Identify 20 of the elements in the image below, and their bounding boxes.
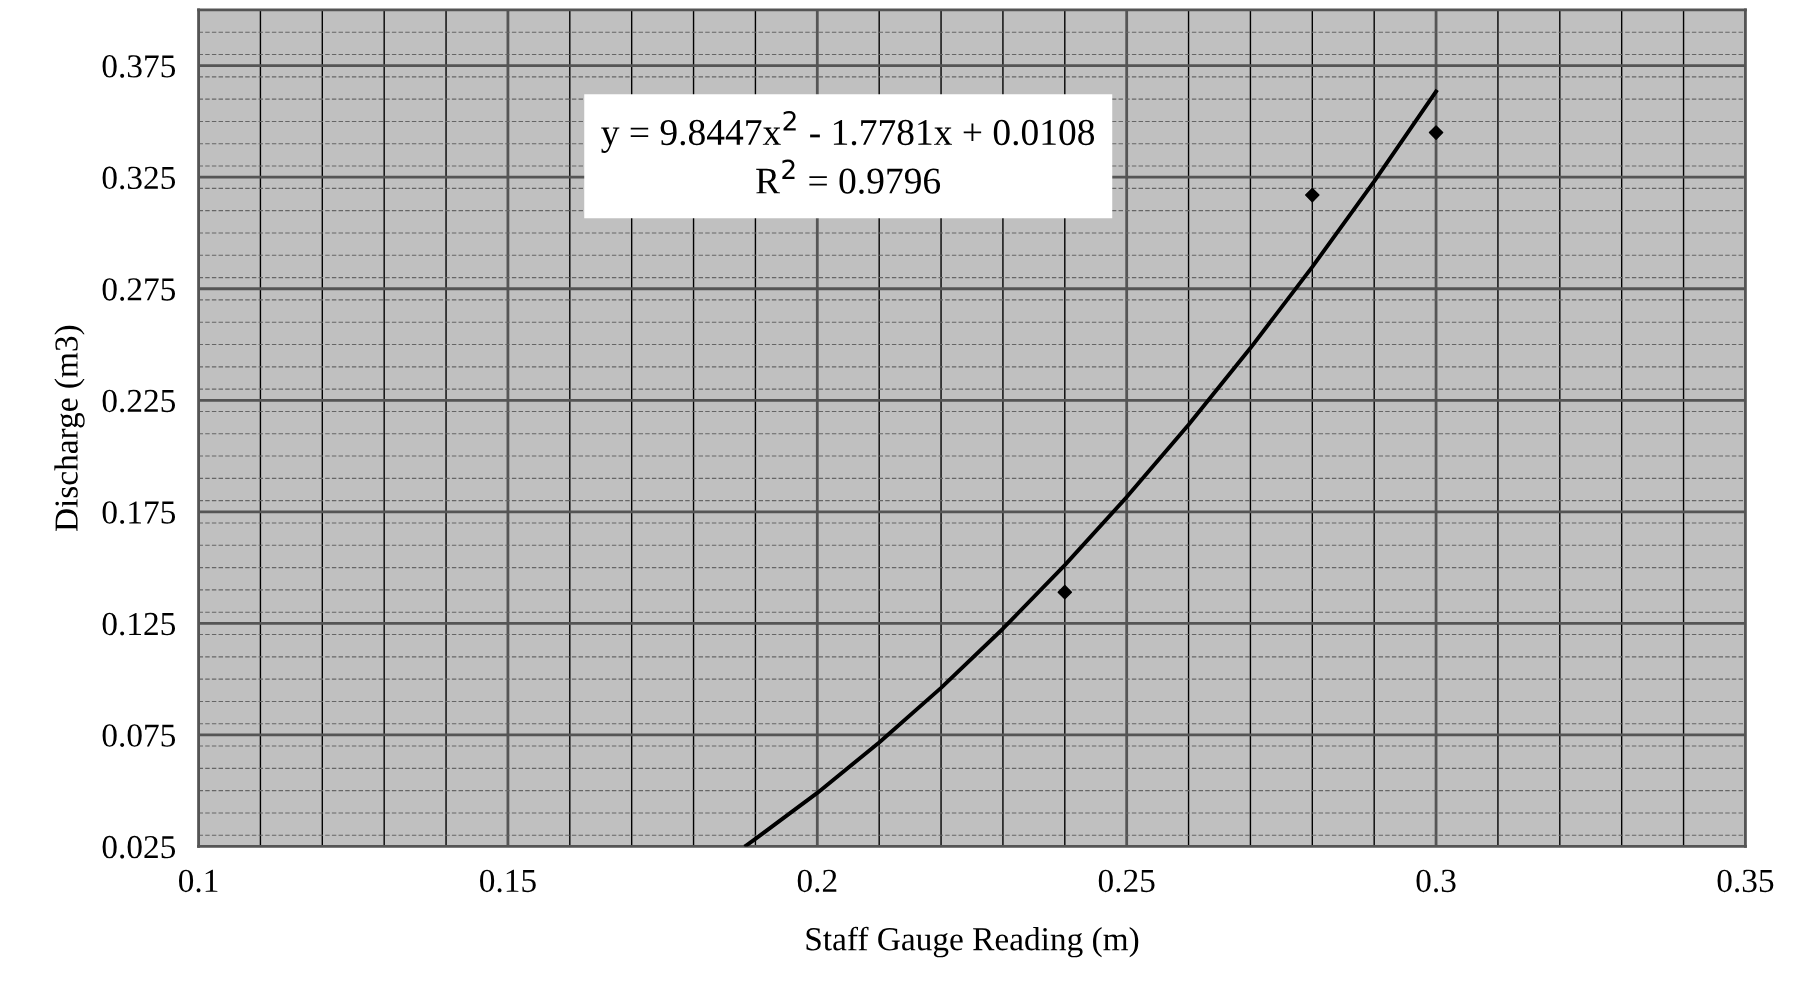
point xyxy=(1428,125,1444,140)
y-tick-label: 0.075 xyxy=(102,724,176,747)
x-tick-label: 0.3 xyxy=(1416,869,1456,893)
y-tick-label: 0.225 xyxy=(102,389,176,413)
y-tick-label: 0.125 xyxy=(102,612,176,636)
y-tick-label: 0.025 xyxy=(102,835,176,859)
y-tick-label: 0.175 xyxy=(102,501,176,524)
x-tick-label: 0.1 xyxy=(178,869,218,893)
x-axis-title: Staff Gauge Reading (m) xyxy=(806,926,1139,958)
x-tick-label: 0.15 xyxy=(480,869,536,893)
point xyxy=(1057,584,1073,600)
annotation: y = 9.8447x$^{2}$ - 1.7781x + 0.0108 R$^{2}$ = 0.9796 xyxy=(601,110,1095,194)
x-tick-label: 0.2 xyxy=(797,869,837,893)
y-axis-title: Discharge (m3) xyxy=(54,325,85,532)
y-tick-label: 0.325 xyxy=(102,166,176,190)
x-tick-label: 0.25 xyxy=(1098,869,1155,893)
x-tick-label: 0.35 xyxy=(1717,869,1774,893)
y-tick-label: 0.375 xyxy=(102,55,176,78)
point xyxy=(1305,187,1320,203)
y-tick-label: 0.275 xyxy=(102,278,176,301)
